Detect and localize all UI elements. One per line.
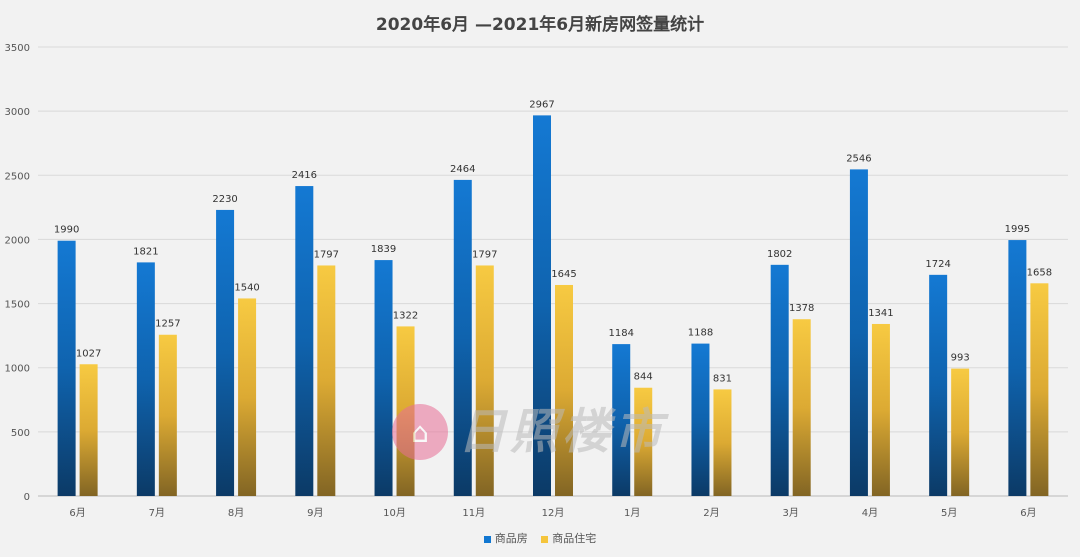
x-tick-label: 6月 [1020, 507, 1036, 519]
data-label: 1645 [551, 269, 576, 280]
data-label: 1724 [925, 259, 950, 270]
bar-residential [79, 364, 98, 496]
bar-commercial [136, 262, 155, 496]
bar-commercial [295, 186, 314, 497]
data-label: 2416 [292, 170, 317, 181]
y-tick-label: 1000 [5, 364, 30, 375]
bar-commercial [929, 274, 948, 496]
bar-commercial [216, 209, 235, 496]
data-label: 1658 [1027, 267, 1052, 278]
y-tick-label: 1500 [5, 300, 30, 311]
bar-residential [951, 368, 970, 496]
data-label: 1995 [1005, 224, 1030, 235]
data-label: 831 [713, 373, 732, 384]
data-label: 2230 [212, 194, 237, 205]
bar-residential [792, 319, 811, 496]
x-tick-label: 11月 [462, 507, 485, 519]
data-label: 1184 [609, 328, 634, 339]
watermark-text: 日照楼市 [458, 404, 667, 460]
x-tick-label: 1月 [624, 507, 640, 519]
y-tick-label: 3500 [5, 43, 30, 54]
bar-commercial [57, 240, 76, 496]
x-tick-label: 9月 [307, 507, 323, 519]
x-tick-label: 8月 [228, 507, 244, 519]
bar-commercial [612, 344, 631, 496]
y-tick-label: 500 [11, 428, 30, 439]
data-label: 1257 [155, 319, 180, 330]
watermark: ⌂ 日照楼市 [392, 404, 666, 460]
chart-title: 2020年6月 —2021年6月新房网签量统计 [375, 15, 705, 35]
bar-residential [713, 389, 732, 496]
bar-residential [317, 265, 336, 496]
bar-residential [871, 323, 890, 496]
x-tick-label: 5月 [941, 507, 957, 519]
data-label: 1802 [767, 249, 792, 260]
bar-commercial [374, 260, 393, 496]
x-tick-label: 2月 [703, 507, 719, 519]
data-label: 1378 [789, 303, 814, 314]
bar-commercial [533, 115, 551, 497]
data-label: 1797 [314, 249, 339, 260]
legend-swatch [483, 535, 491, 543]
x-tick-label: 6月 [69, 507, 85, 519]
legend-label: 商品住宅 [552, 532, 597, 545]
data-label: 993 [951, 353, 970, 364]
data-label: 2464 [450, 164, 475, 175]
bar-residential [1030, 283, 1049, 496]
bar-commercial [1008, 240, 1027, 496]
bar-residential [475, 265, 494, 496]
data-label: 2967 [529, 99, 554, 110]
bar-commercial [691, 343, 710, 496]
legend-label: 商品房 [494, 532, 528, 545]
x-tick-label: 3月 [783, 507, 799, 519]
bar-commercial [849, 169, 868, 496]
y-tick-label: 0 [24, 492, 30, 503]
bar-commercial [453, 179, 472, 497]
bar-residential [238, 298, 257, 496]
y-tick-label: 2000 [5, 235, 30, 246]
data-label: 1341 [868, 308, 893, 319]
bar-residential [555, 284, 573, 496]
data-label: 1540 [234, 282, 259, 293]
x-tick-label: 12月 [542, 507, 565, 519]
data-label: 1839 [371, 244, 396, 255]
legend: 商品房 商品住宅 [0, 530, 1080, 546]
x-tick-label: 10月 [383, 507, 406, 519]
y-tick-label: 2500 [5, 171, 30, 182]
data-label: 2546 [846, 153, 871, 164]
y-tick-label: 3000 [5, 107, 30, 118]
bar-commercial [770, 264, 789, 496]
house-logo-icon: ⌂ [392, 404, 448, 460]
data-label: 1188 [688, 328, 713, 339]
data-label: 1797 [472, 249, 497, 260]
x-tick-label: 7月 [149, 507, 165, 519]
data-label: 1990 [54, 225, 79, 236]
legend-item-0: 商品房 [483, 532, 528, 545]
x-tick-label: 4月 [862, 507, 878, 519]
bar-residential [634, 387, 653, 496]
legend-swatch [541, 535, 549, 543]
data-label: 844 [634, 372, 653, 383]
data-label: 1322 [393, 310, 418, 321]
bar-residential [158, 334, 177, 496]
data-label: 1027 [76, 348, 101, 359]
legend-item-1: 商品住宅 [541, 532, 596, 545]
data-label: 1821 [133, 246, 158, 257]
